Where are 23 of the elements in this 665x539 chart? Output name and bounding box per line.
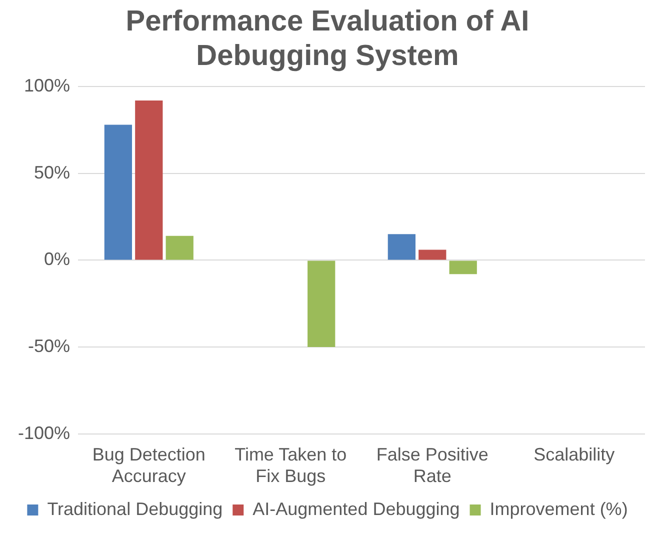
bar [104,124,132,260]
y-tick-label: 0% [44,249,70,270]
legend-label: Traditional Debugging [47,498,223,519]
category-label: Fix Bugs [256,466,326,486]
x-tick-label: Scalability [534,444,615,465]
category-label: Rate [413,466,452,486]
bar [166,236,194,260]
bar [135,100,163,260]
y-tick-label: -100% [18,422,70,443]
bar [449,260,477,274]
category-label: False Positive [376,444,488,465]
y-tick-label: 100% [24,76,70,96]
category-label: Accuracy [112,466,186,486]
category-label: Time Taken to [234,444,347,465]
bar [418,250,446,260]
bar [388,234,416,260]
y-tick-label: 50% [34,162,70,182]
legend-label: AI-Augmented Debugging [252,498,460,519]
category-label: Bug Detection [92,444,206,465]
legend-label: Improvement (%) [490,498,628,519]
y-tick-label: -50% [28,336,70,356]
bar [308,260,336,347]
chart-title: Performance Evaluation of AI Debugging System [126,5,530,72]
